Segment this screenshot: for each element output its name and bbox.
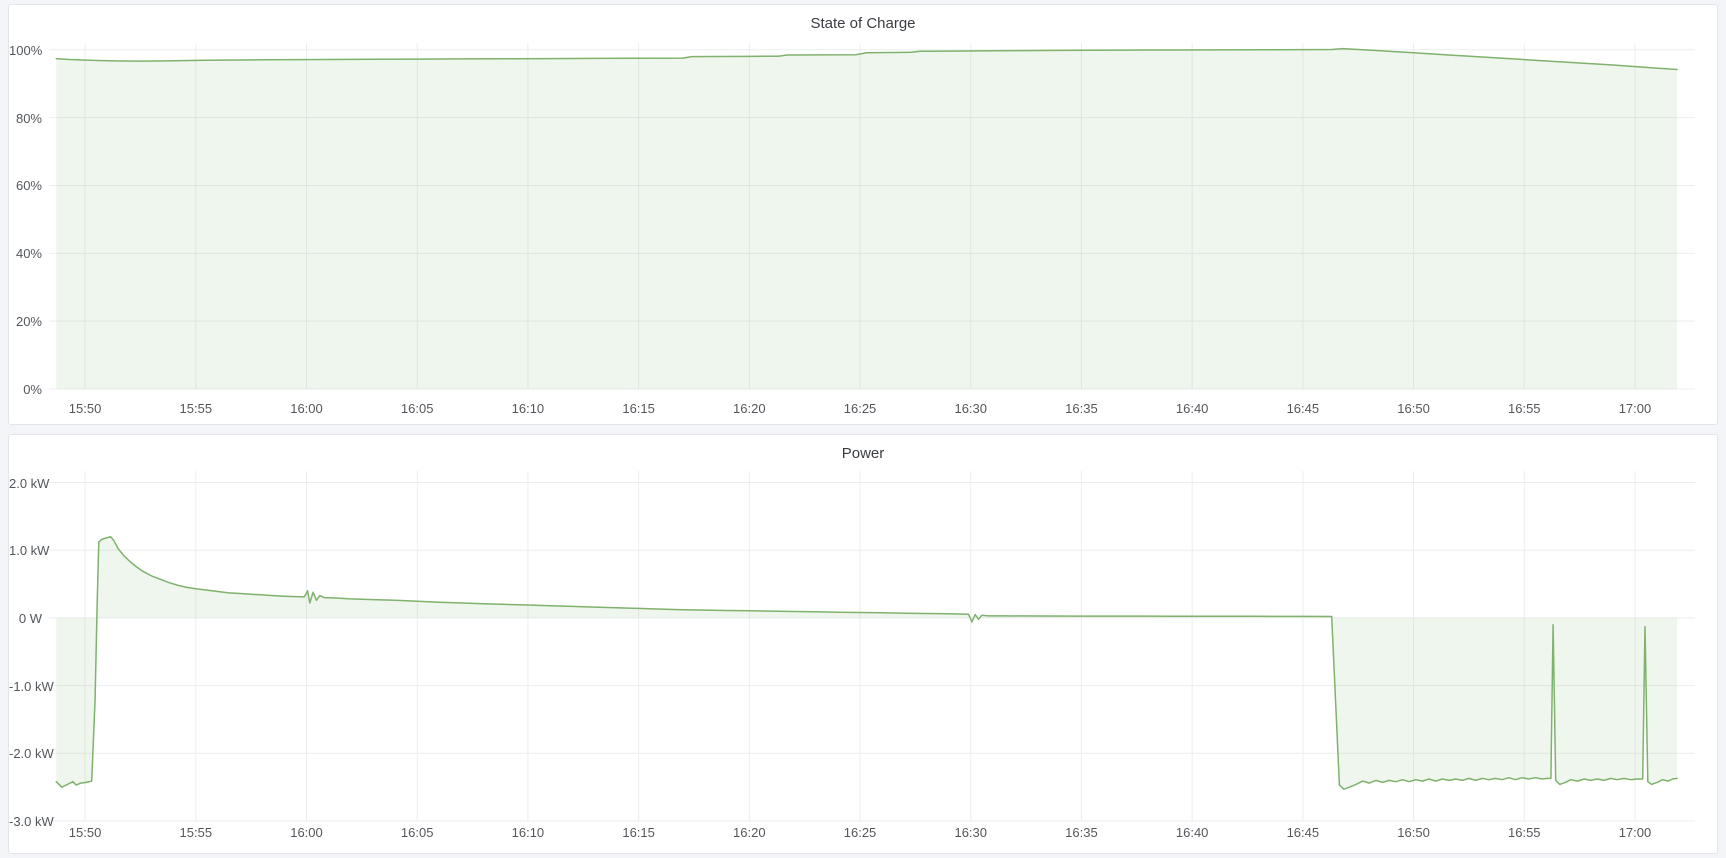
y-axis-tick-label: 0 W <box>18 610 42 626</box>
y-axis-tick-label: 60% <box>15 178 42 194</box>
x-axis-tick-label: 16:00 <box>290 401 323 416</box>
x-axis-tick-label: 16:50 <box>1397 825 1430 840</box>
y-axis-tick-label: -1.0 kW <box>9 678 54 694</box>
y-axis-tick-label: 2.0 kW <box>9 475 50 491</box>
y-axis-tick-label: -2.0 kW <box>9 746 54 762</box>
x-axis-tick-label: 16:35 <box>1065 825 1098 840</box>
x-axis-tick-label: 16:05 <box>400 401 434 416</box>
y-axis-tick-label: 80% <box>15 110 42 126</box>
state-of-charge-series-line <box>55 47 1678 71</box>
y-axis-tick-label: 1.0 kW <box>9 543 50 559</box>
x-axis-tick-label: 16:45 <box>1286 825 1320 840</box>
power-area-fill <box>56 536 1678 790</box>
x-axis-tick-label: 16:10 <box>511 401 545 416</box>
x-axis-tick-label: 15:55 <box>179 401 213 416</box>
x-axis-tick-label: 16:40 <box>1175 401 1209 416</box>
x-axis-tick-label: 16:30 <box>954 401 988 416</box>
y-axis-tick-label: 40% <box>15 246 42 262</box>
y-axis-tick-label: -3.0 kW <box>9 814 54 829</box>
x-axis-tick-label: 16:55 <box>1508 401 1541 416</box>
y-axis-tick-label: 0% <box>23 382 42 397</box>
x-axis-tick-label: 17:00 <box>1618 401 1652 416</box>
x-axis-tick-label: 16:45 <box>1286 401 1320 416</box>
panel-power: Power -3.0 kW -2.0 kW -1.0 kW 0 W 1.0 kW 2.0 … <box>8 434 1718 854</box>
x-axis-tick-label: 17:00 <box>1618 825 1652 840</box>
state-of-charge-area-fill <box>56 48 1678 389</box>
x-axis-tick-label: 15:50 <box>68 401 102 416</box>
x-axis-tick-label: 16:20 <box>733 825 766 840</box>
x-axis-tick-label: 16:25 <box>843 401 877 416</box>
x-axis-tick-label: 16:00 <box>290 825 323 840</box>
x-axis-tick-label: 16:05 <box>400 825 434 840</box>
x-axis-tick-label: 16:30 <box>954 825 988 840</box>
y-axis-tick-label: 20% <box>15 314 42 330</box>
panel-state-of-charge: State of Charge 0% 20% 40% 60% 80% 100% 15:50 1… <box>8 4 1718 425</box>
x-axis-tick-label: 16:20 <box>733 401 766 416</box>
state-of-charge-plot-area[interactable] <box>9 5 1717 424</box>
x-axis-tick-label: 16:50 <box>1397 401 1430 416</box>
x-axis-tick-label: 16:10 <box>511 825 545 840</box>
x-axis-tick-label: 16:15 <box>622 825 655 840</box>
panel-title-power[interactable]: Power <box>841 445 885 462</box>
x-axis-tick-label: 16:40 <box>1175 825 1209 840</box>
x-axis-tick-label: 16:15 <box>622 401 655 416</box>
x-axis-tick-label: 16:35 <box>1065 401 1098 416</box>
x-axis-tick-label: 15:50 <box>68 825 102 840</box>
power-series-line <box>55 535 1678 790</box>
y-axis-tick-label: 100% <box>9 42 43 58</box>
power-plot-area[interactable] <box>9 435 1717 853</box>
x-axis-tick-label: 16:55 <box>1508 825 1541 840</box>
panel-title-state-of-charge[interactable]: State of Charge <box>810 15 916 32</box>
x-axis-tick-label: 15:55 <box>179 825 213 840</box>
x-axis-tick-label: 16:25 <box>843 825 877 840</box>
